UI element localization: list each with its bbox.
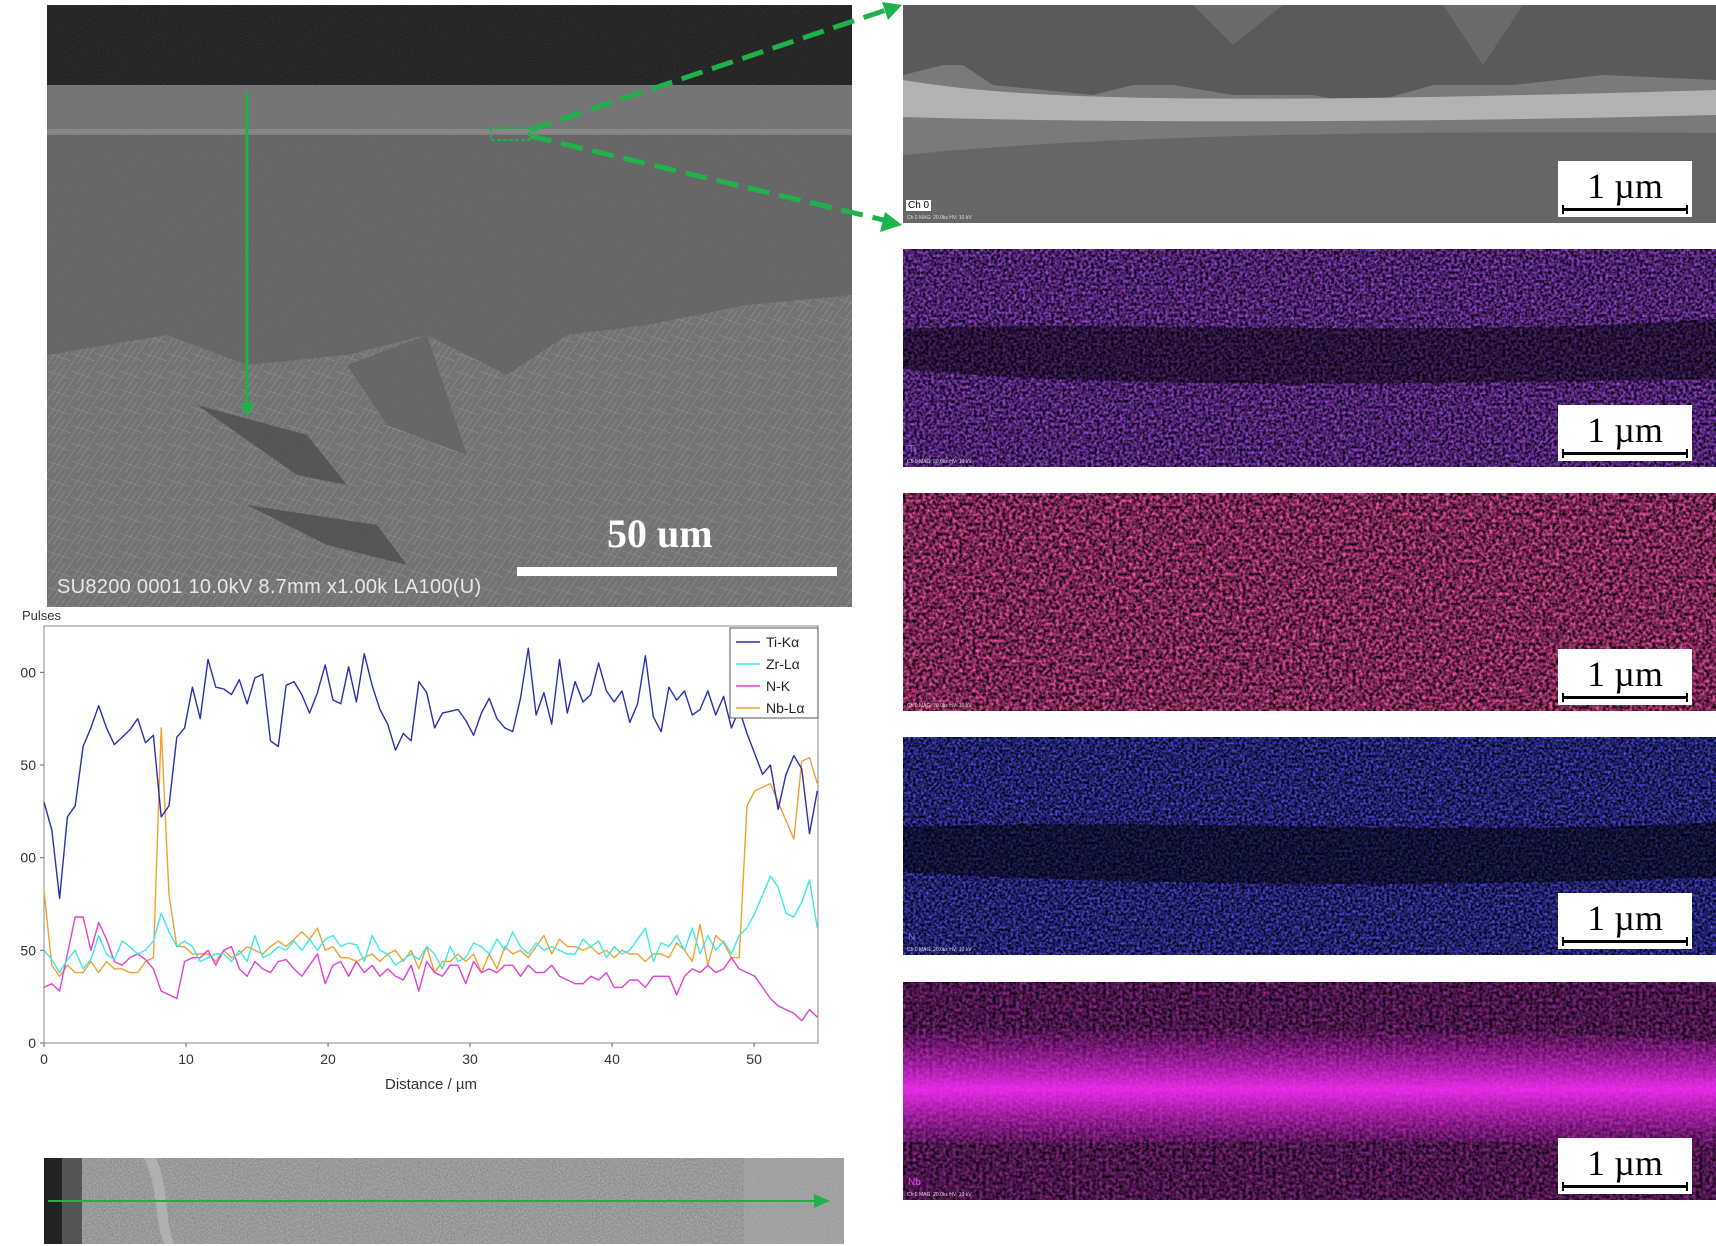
nb-map-panel: Nb Ch 0 MAG: 20.0kx HV: 10 kV 1 µm (903, 982, 1716, 1200)
scale-box (1558, 893, 1692, 949)
panel-channel-label: Zr (908, 688, 918, 699)
legend-label: Ti-Kα (766, 634, 799, 650)
ti-map-panel: Ti Ch 0 MAG: 20.0kx HV: 10 kV 1 µm (903, 249, 1716, 467)
panel-channel-label: Nb (908, 1177, 921, 1188)
line-scan-strip-image (44, 1158, 844, 1244)
series-line-Nb-Lα (43, 727, 818, 977)
scale-box (1558, 1138, 1692, 1194)
sem-caption: SU8200 0001 10.0kV 8.7mm x1.00k LA100(U) (57, 576, 482, 598)
panel-channel-label: N (908, 932, 916, 943)
panel-scale-label: 1 µm (1587, 654, 1663, 694)
panel-scale-bar (1562, 693, 1688, 702)
zr-map-panel: Zr Ch 0 MAG: 20.0kx HV: 10 kV 1 µm (903, 493, 1716, 711)
legend-label: N-K (766, 678, 791, 694)
line-scan-chart: Pulses Distance / µm 0 50 100 150 200 0 10 20 30 40… (13, 605, 850, 1110)
y-tick-label: 0 (28, 1035, 36, 1051)
series-line-N-K (43, 916, 818, 1022)
line-scan-chart-svg: Pulses Distance / µm 0 50 100 150 200 0 10 20 30 40… (13, 608, 819, 1093)
scale-box (1558, 405, 1692, 461)
scale-box (1558, 649, 1692, 705)
y-tick-label: 50 (20, 942, 36, 958)
panel-scale-label: 1 µm (1587, 1143, 1663, 1183)
sem-scale-label: 50 um (607, 511, 713, 556)
panel-scale-label: 1 µm (1587, 410, 1663, 450)
x-axis-label: Distance / µm (385, 1076, 477, 1093)
x-tick-label: 10 (178, 1051, 194, 1067)
n-map-graphic (903, 737, 1716, 955)
series-line-Zr-Lα (43, 875, 818, 974)
panel-microtext: Ch 0 MAG: 20.0kx HV: 10 kV (907, 1192, 972, 1198)
x-tick-label: 0 (40, 1051, 48, 1067)
x-tick-label: 20 (320, 1051, 336, 1067)
panel-microtext: Ch 0 MAG: 20.0kx HV: 10 kV (907, 459, 972, 465)
scale-box (1558, 161, 1692, 217)
panel-microtext: Ch 0 MAG: 20.0kx HV: 10 kV (907, 703, 972, 709)
panel-scale-label: 1 µm (1587, 166, 1663, 206)
panel-scale-bar (1562, 205, 1688, 214)
plot-area (43, 625, 819, 1044)
panel-microtext: Ch 0 MAG: 20.0kx HV: 10 kV (907, 215, 972, 221)
series-line-Ti-Kα (43, 647, 818, 900)
panel-scale-bar (1562, 937, 1688, 946)
sem-detail-graphic (903, 5, 1716, 223)
zoom-connector-arrows (529, 2, 902, 232)
panel-microtext: Ch 0 MAG: 20.0kx HV: 10 kV (907, 947, 972, 953)
panel-channel-label: Ti (908, 444, 916, 455)
legend-box (729, 627, 819, 719)
x-tick-label: 50 (746, 1051, 762, 1067)
y-tick-label: 200 (20, 664, 36, 680)
sem-detail-panel: Ch 0 Ch 0 MAG: 20.0kx HV: 10 kV 1 µm (903, 5, 1716, 223)
n-map-panel: N Ch 0 MAG: 20.0kx HV: 10 kV 1 µm (903, 737, 1716, 955)
line-scan-strip-graphic (44, 1158, 844, 1244)
legend-label: Zr-Lα (766, 656, 800, 672)
x-tick-label: 30 (462, 1051, 478, 1067)
panel-channel-label: Ch 0 (906, 200, 932, 211)
y-axis-label: Pulses (22, 608, 62, 623)
panel-scale-bar (1562, 449, 1688, 458)
panel-scale-bar (1562, 1182, 1688, 1191)
x-tick-label: 40 (604, 1051, 620, 1067)
sem-cross-section-image: 50 um SU8200 0001 10.0kV 8.7mm x1.00k LA… (47, 5, 852, 607)
panel-scale-label: 1 µm (1587, 898, 1663, 938)
sem-cross-section-graphic (47, 5, 852, 607)
y-tick-label: 100 (20, 850, 36, 866)
y-tick-label: 150 (20, 757, 36, 773)
legend-label: Nb-Lα (766, 700, 804, 716)
